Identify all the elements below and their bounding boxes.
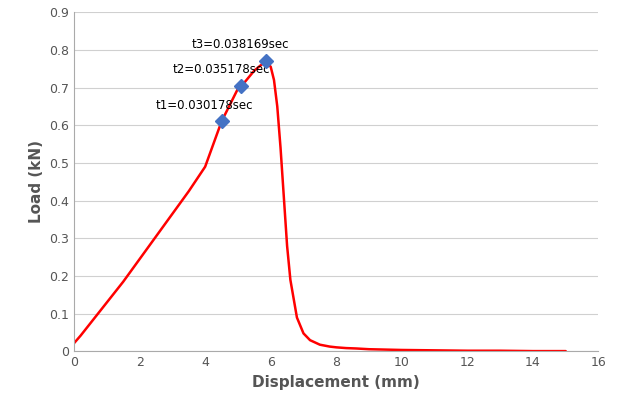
Y-axis label: Load (kN): Load (kN) xyxy=(28,140,44,223)
Text: t1=0.030178sec: t1=0.030178sec xyxy=(156,99,254,112)
Text: t2=0.035178sec: t2=0.035178sec xyxy=(172,63,270,76)
X-axis label: Displacement (mm): Displacement (mm) xyxy=(252,375,420,390)
Text: t3=0.038169sec: t3=0.038169sec xyxy=(192,38,289,51)
